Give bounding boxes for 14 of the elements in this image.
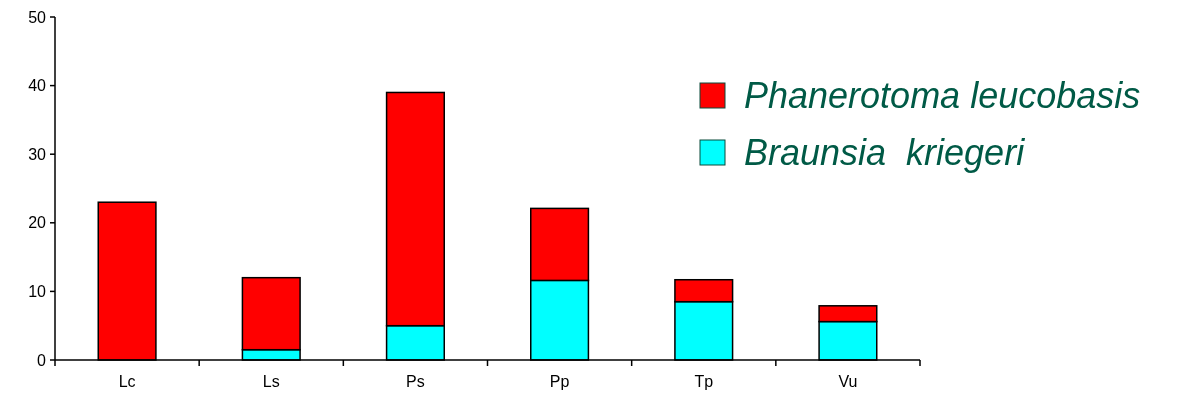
y-tick-label: 20 (28, 214, 47, 232)
x-tick-label: Pp (549, 373, 570, 390)
y-tick-label: 30 (28, 145, 47, 163)
x-tick-label: Ps (406, 373, 425, 390)
legend-label: Braunsia kriegeri (744, 131, 1026, 173)
y-tick-label: 50 (28, 8, 47, 26)
y-tick-label: 10 (28, 283, 47, 300)
y-tick-label: 0 (37, 351, 47, 369)
x-tick-label: Ls (262, 373, 280, 390)
x-tick-label: Tp (694, 373, 714, 390)
y-tick-label: 40 (28, 77, 47, 95)
x-tick-label: Vu (838, 373, 858, 390)
x-tick-label: Lc (118, 373, 136, 390)
legend-label: Phanerotoma leucobasis (744, 74, 1141, 116)
